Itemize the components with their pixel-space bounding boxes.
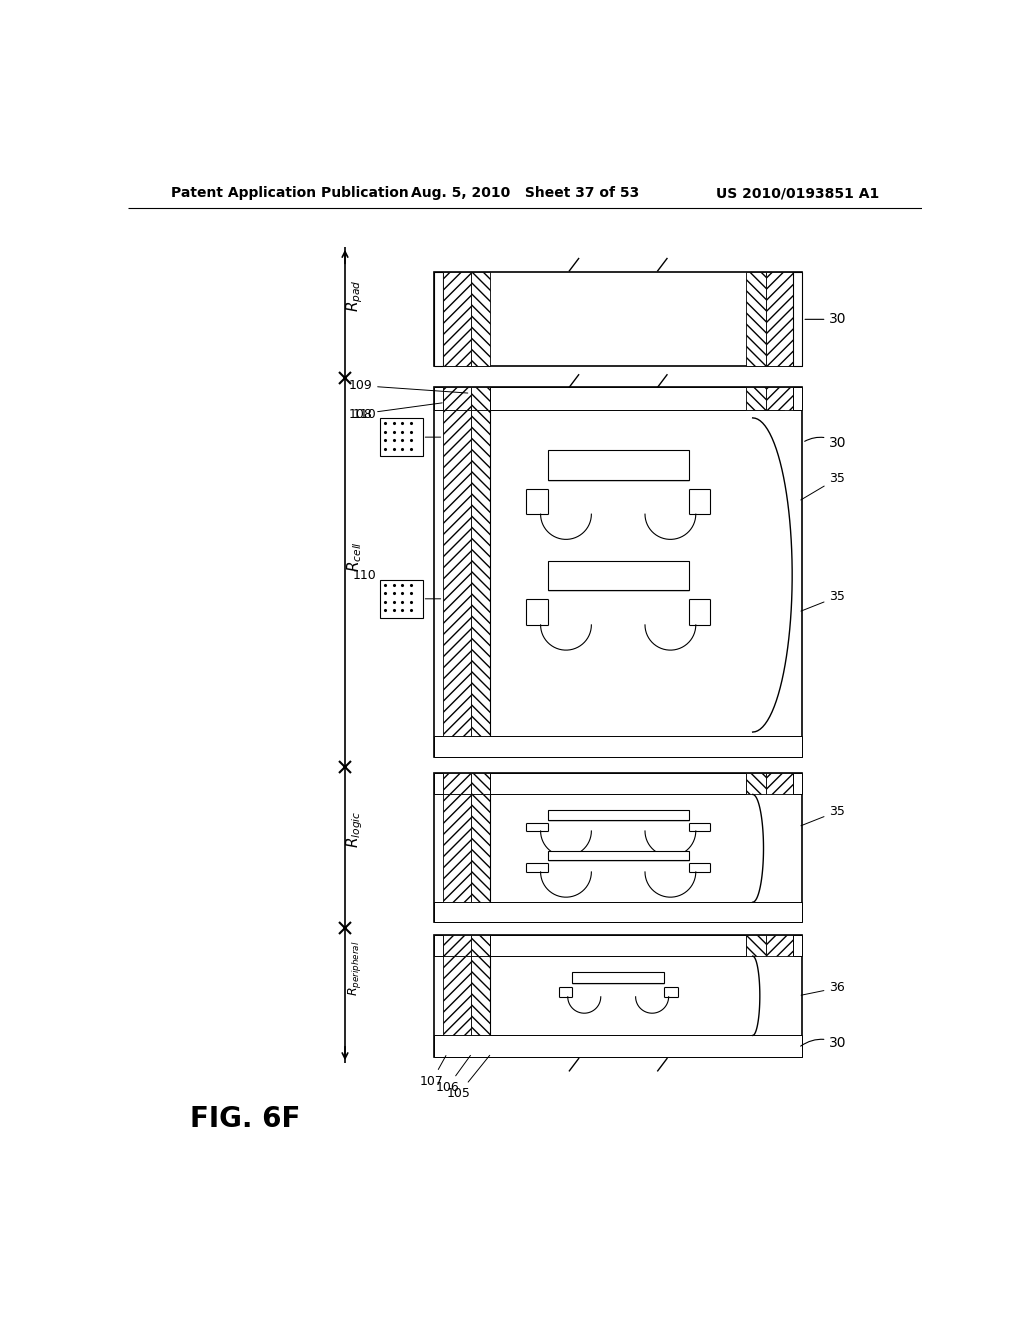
Bar: [746, 935, 766, 956]
Bar: [766, 774, 793, 795]
Bar: [766, 935, 793, 956]
Bar: [793, 272, 802, 367]
Text: 36: 36: [801, 981, 845, 995]
Bar: [434, 272, 802, 367]
Text: 107: 107: [420, 1056, 446, 1088]
Bar: [434, 387, 802, 758]
Text: 35: 35: [801, 590, 845, 611]
Bar: [443, 272, 471, 367]
Text: $R_{pad}$: $R_{pad}$: [344, 280, 365, 313]
Bar: [766, 387, 793, 411]
Bar: [434, 387, 443, 411]
Bar: [443, 935, 471, 956]
Text: Aug. 5, 2010   Sheet 37 of 53: Aug. 5, 2010 Sheet 37 of 53: [411, 186, 639, 201]
Text: 30: 30: [801, 1036, 847, 1051]
Bar: [471, 272, 489, 367]
Bar: [471, 795, 489, 903]
Bar: [548, 810, 689, 820]
Bar: [572, 972, 664, 983]
Text: 105: 105: [447, 1055, 489, 1100]
Bar: [471, 411, 489, 737]
Text: 106: 106: [435, 1056, 470, 1094]
Bar: [434, 1035, 802, 1057]
Bar: [434, 737, 802, 758]
Bar: [793, 774, 802, 795]
Text: $R_{peripheral}$: $R_{peripheral}$: [346, 940, 362, 995]
Text: $R_{cell}$: $R_{cell}$: [345, 541, 364, 573]
Bar: [434, 903, 802, 923]
Bar: [443, 795, 471, 903]
Bar: [793, 387, 802, 411]
Bar: [471, 956, 489, 1035]
Bar: [746, 272, 766, 367]
Bar: [471, 387, 489, 411]
Text: $R_{logic}$: $R_{logic}$: [344, 810, 365, 847]
Bar: [443, 411, 471, 737]
Bar: [443, 774, 471, 795]
Bar: [766, 272, 793, 367]
Bar: [434, 774, 802, 923]
Bar: [443, 387, 471, 411]
Text: 35: 35: [801, 471, 845, 500]
Text: 108: 108: [348, 403, 442, 421]
Text: 109: 109: [348, 379, 468, 393]
Text: Patent Application Publication: Patent Application Publication: [171, 186, 409, 201]
Bar: [746, 774, 766, 795]
Bar: [489, 774, 746, 795]
Bar: [746, 387, 766, 411]
Bar: [380, 579, 423, 618]
Bar: [434, 774, 443, 795]
Bar: [434, 935, 443, 956]
Bar: [548, 450, 689, 479]
Text: 110: 110: [352, 569, 376, 582]
Bar: [548, 561, 689, 590]
Bar: [489, 935, 746, 956]
Text: FIG. 6F: FIG. 6F: [190, 1105, 300, 1134]
Bar: [443, 956, 471, 1035]
Bar: [434, 272, 443, 367]
Bar: [793, 935, 802, 956]
Bar: [471, 935, 489, 956]
Bar: [434, 935, 802, 1057]
Text: 110: 110: [352, 408, 376, 421]
Bar: [548, 851, 689, 861]
Bar: [489, 387, 783, 411]
Text: 30: 30: [805, 436, 847, 450]
Bar: [380, 418, 423, 457]
Text: 35: 35: [801, 805, 845, 826]
Text: 30: 30: [805, 313, 847, 326]
Bar: [471, 774, 489, 795]
Text: US 2010/0193851 A1: US 2010/0193851 A1: [717, 186, 880, 201]
